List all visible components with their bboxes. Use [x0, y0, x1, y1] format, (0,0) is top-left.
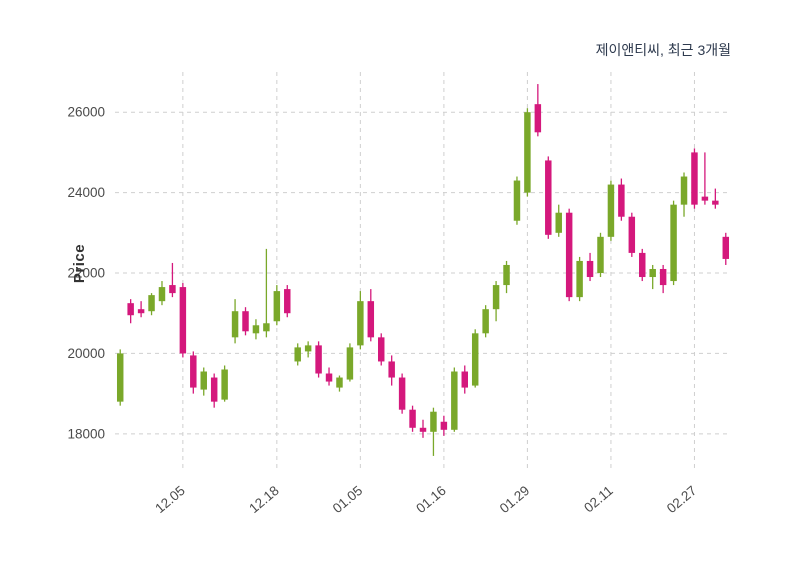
y-tick-label: 20000: [67, 346, 105, 361]
candle-body: [670, 204, 677, 282]
x-tick-label: 12.05: [152, 483, 188, 516]
candle-body: [534, 104, 542, 133]
candle-body: [440, 421, 448, 430]
y-tick-label: 26000: [67, 105, 105, 120]
candle-body: [492, 285, 500, 310]
candle-body: [722, 236, 730, 259]
candle-body: [242, 311, 249, 332]
candle-body: [263, 323, 270, 332]
candle-body: [409, 409, 416, 428]
candle-body: [294, 347, 301, 362]
candle-body: [659, 268, 667, 286]
candle-body: [524, 112, 531, 193]
candle-body: [221, 369, 228, 400]
candle-body: [158, 287, 166, 302]
candle-body: [398, 377, 406, 410]
candle-body: [712, 200, 719, 205]
x-tick-label: 02.27: [664, 483, 700, 516]
candle-body: [148, 295, 155, 312]
candle-body: [691, 152, 698, 205]
candle-body: [545, 160, 552, 235]
candle-body: [430, 411, 437, 432]
candle-body: [315, 345, 322, 374]
candle-body: [649, 268, 656, 278]
candle-body: [169, 285, 176, 294]
x-tick-label: 01.05: [330, 483, 366, 516]
candle-body: [576, 260, 583, 298]
candle-body: [471, 333, 479, 386]
candle-body: [210, 377, 218, 402]
candle-body: [357, 301, 364, 346]
candle-body: [586, 260, 594, 278]
candle-body: [116, 353, 124, 402]
candle-body: [513, 180, 521, 221]
candle-body: [639, 252, 646, 278]
candle-body: [252, 325, 260, 334]
candle-body: [127, 303, 134, 316]
candle-body: [555, 212, 562, 233]
candle-body: [231, 311, 239, 338]
candle-body: [451, 371, 458, 430]
candle-body: [565, 212, 573, 298]
candle-body: [325, 373, 333, 382]
candle-body: [378, 337, 385, 362]
x-tick-label: 01.16: [413, 483, 449, 516]
y-tick-label: 18000: [67, 426, 105, 441]
candle-body: [628, 216, 636, 253]
candle-body: [304, 345, 312, 352]
candle-body: [367, 301, 375, 338]
chart-title: 제이앤티씨, 최근 3개월: [595, 42, 731, 58]
candle-body: [284, 289, 291, 314]
candle-body: [461, 371, 468, 388]
y-tick-label: 22000: [67, 266, 105, 281]
candle-body: [190, 355, 197, 388]
candle-body: [597, 236, 604, 274]
candle-body: [200, 371, 207, 390]
candle-body: [419, 427, 427, 432]
y-axis-label: Price: [71, 243, 89, 284]
candle-body: [179, 287, 187, 354]
candle-body: [503, 264, 510, 286]
x-tick-label: 01.29: [497, 483, 533, 516]
x-tick-label: 02.11: [581, 483, 616, 516]
candle-body: [137, 309, 145, 314]
candle-body: [680, 176, 688, 205]
candle-body: [701, 196, 709, 201]
candle-body: [618, 184, 625, 217]
candle-body: [346, 347, 354, 380]
candle-body: [273, 291, 281, 322]
x-tick-label: 12.18: [246, 483, 282, 516]
candle-body: [388, 361, 395, 378]
candle-body: [607, 184, 615, 237]
candle-body: [336, 377, 343, 388]
y-tick-label: 24000: [67, 185, 105, 200]
candle-body: [482, 309, 489, 334]
